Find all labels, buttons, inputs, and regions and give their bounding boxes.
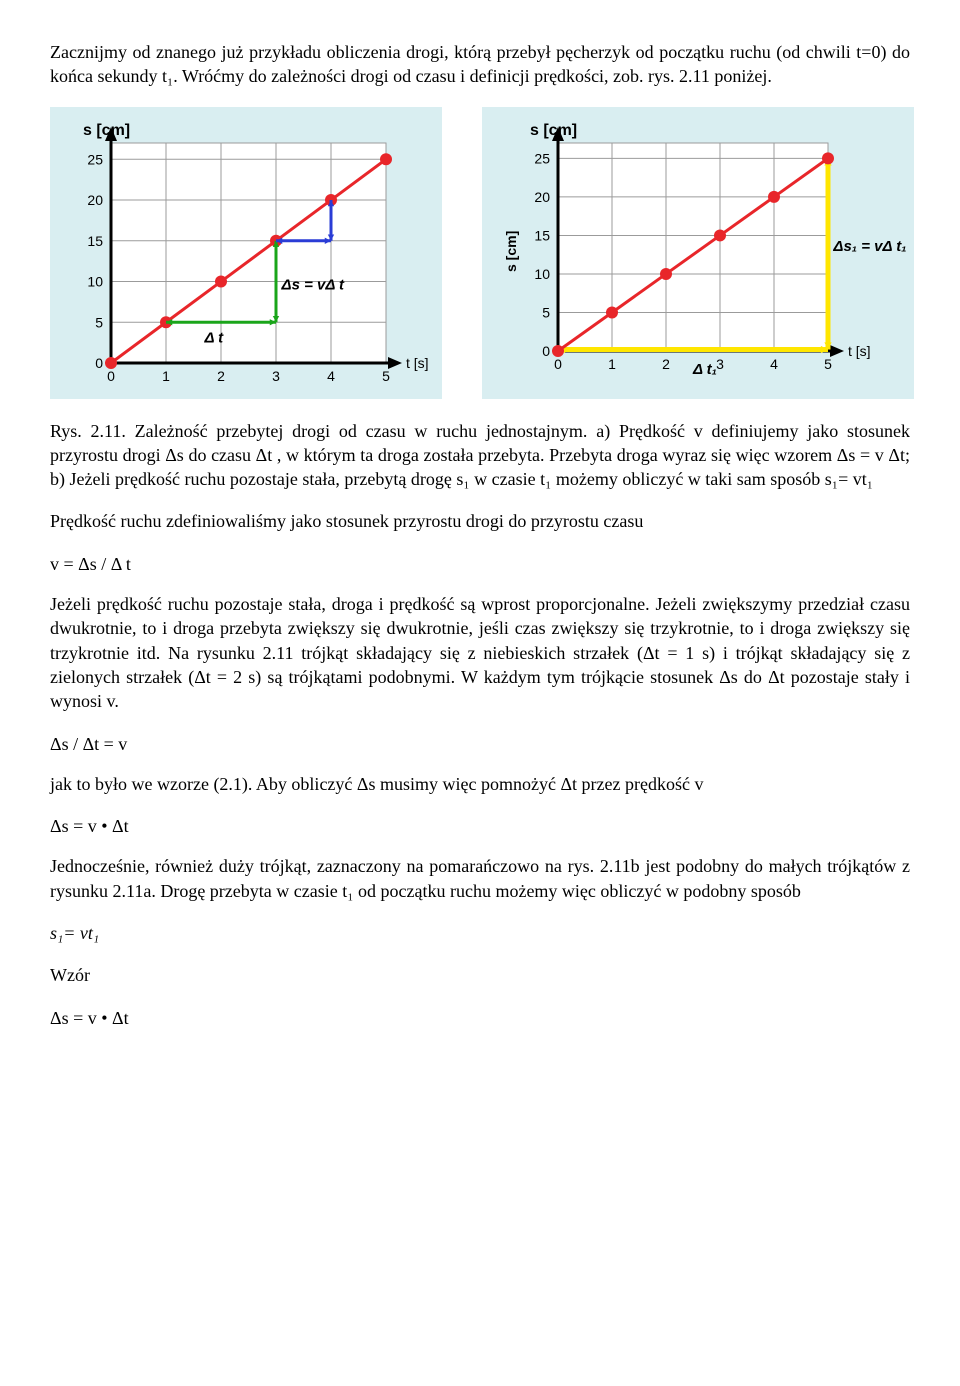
svg-text:s [cm]: s [cm] [83, 122, 130, 139]
figure-row: 0123450510152025s [cm]t [s]Δs = vΔ tΔ t … [50, 107, 910, 399]
svg-text:2: 2 [217, 368, 225, 384]
chart-a-svg: 0 1 2 3 4 5 0 5 10 15 20 25 s [cm] t [s] Δs = vΔ t Δ t [56, 113, 436, 393]
svg-text:3: 3 [272, 368, 280, 384]
svg-text:0: 0 [554, 356, 562, 372]
svg-text:5: 5 [382, 368, 390, 384]
equation-1: v = Δs / Δ t [50, 552, 910, 576]
svg-text:5: 5 [824, 356, 832, 372]
svg-text:1: 1 [608, 356, 616, 372]
svg-text:s [cm]: s [cm] [503, 230, 519, 271]
svg-text:Δs = vΔ t: Δs = vΔ t [281, 276, 346, 293]
paragraph-5: Jednocześnie, również duży trójkąt, zazn… [50, 854, 910, 903]
svg-text:10: 10 [87, 273, 103, 289]
svg-text:s [cm]: s [cm] [530, 122, 577, 139]
equation-4: s₁= vt₁ [50, 921, 910, 945]
svg-text:t [s]: t [s] [406, 355, 429, 371]
svg-text:5: 5 [542, 304, 550, 320]
svg-text:t [s]: t [s] [848, 343, 871, 359]
paragraph-3: Jeżeli prędkość ruchu pozostaje stała, d… [50, 592, 910, 713]
svg-text:Δ t₁: Δ t₁ [692, 361, 717, 378]
svg-text:0: 0 [542, 343, 550, 359]
svg-text:10: 10 [534, 266, 550, 282]
svg-text:1: 1 [162, 368, 170, 384]
svg-text:3: 3 [716, 356, 724, 372]
intro-paragraph: Zacznijmy od znanego już przykładu oblic… [50, 40, 910, 89]
svg-text:2: 2 [662, 356, 670, 372]
caption-body: Zależność przebytej drogi od czasu w ruc… [50, 421, 910, 490]
svg-text:15: 15 [87, 232, 103, 248]
svg-text:0: 0 [95, 355, 103, 371]
chart-a: 0 1 2 3 4 5 0 5 10 15 20 25 s [cm] t [s] Δs = vΔ t Δ t [50, 107, 442, 399]
svg-text:25: 25 [87, 151, 103, 167]
caption-prefix: Rys. 2.11. [50, 421, 126, 441]
svg-text:5: 5 [95, 314, 103, 330]
svg-text:Δs₁ = vΔ t₁: Δs₁ = vΔ t₁ [832, 237, 906, 254]
equation-5: Δs = v • Δt [50, 1006, 910, 1030]
paragraph-4: jak to było we wzorze (2.1). Aby obliczy… [50, 772, 910, 796]
figure-caption: Rys. 2.11. Zależność przebytej drogi od … [50, 419, 910, 492]
word-wzor: Wzór [50, 963, 910, 987]
svg-text:20: 20 [87, 192, 103, 208]
svg-text:0: 0 [107, 368, 115, 384]
chart-b: 0 1 2 3 4 5 0 5 10 15 20 25 s [cm] t [s] s [cm] Δs₁ = v… [482, 107, 914, 399]
paragraph-2: Prędkość ruchu zdefiniowaliśmy jako stos… [50, 509, 910, 533]
svg-text:4: 4 [327, 368, 335, 384]
svg-text:20: 20 [534, 189, 550, 205]
svg-text:4: 4 [770, 356, 778, 372]
equation-3: Δs = v • Δt [50, 814, 910, 838]
svg-text:25: 25 [534, 150, 550, 166]
svg-text:15: 15 [534, 227, 550, 243]
equation-2: Δs / Δt = v [50, 732, 910, 756]
svg-text:Δ t: Δ t [204, 329, 225, 346]
chart-b-svg: 0 1 2 3 4 5 0 5 10 15 20 25 s [cm] t [s] s [cm] Δs₁ = v… [488, 113, 908, 393]
